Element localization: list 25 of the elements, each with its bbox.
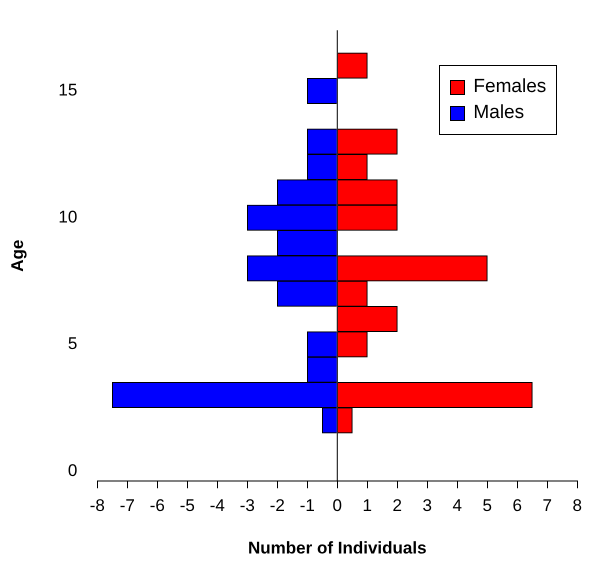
y-axis-title: Age [8, 240, 27, 272]
x-tick-label: 3 [422, 496, 432, 516]
x-tick-label: -3 [240, 496, 255, 516]
x-tick-label: 6 [512, 496, 522, 516]
y-tick-label: 5 [68, 334, 78, 354]
x-axis-title: Number of Individuals [248, 538, 427, 558]
legend-label: Males [473, 102, 524, 124]
x-tick-label: -7 [120, 496, 135, 516]
x-tick-label: -4 [210, 496, 225, 516]
y-tick-label: 0 [68, 460, 78, 480]
x-tick-label: 8 [572, 496, 582, 516]
y-tick-label: 10 [58, 207, 78, 226]
x-tick-label: -8 [90, 496, 105, 516]
y-tick-label: 15 [58, 80, 78, 100]
x-tick-label: 1 [362, 496, 372, 516]
x-tick-label: -2 [270, 496, 285, 516]
x-tick-label: -6 [150, 496, 165, 516]
x-tick-label: 5 [482, 496, 492, 516]
legend-label: Females [473, 76, 546, 98]
x-tick-label: 7 [542, 496, 552, 516]
x-tick-label: -1 [300, 496, 315, 516]
x-tick-label: 2 [392, 496, 402, 516]
x-tick-label: -5 [180, 496, 195, 516]
x-tick-label: 0 [332, 496, 342, 516]
x-tick-label: 4 [452, 496, 462, 516]
